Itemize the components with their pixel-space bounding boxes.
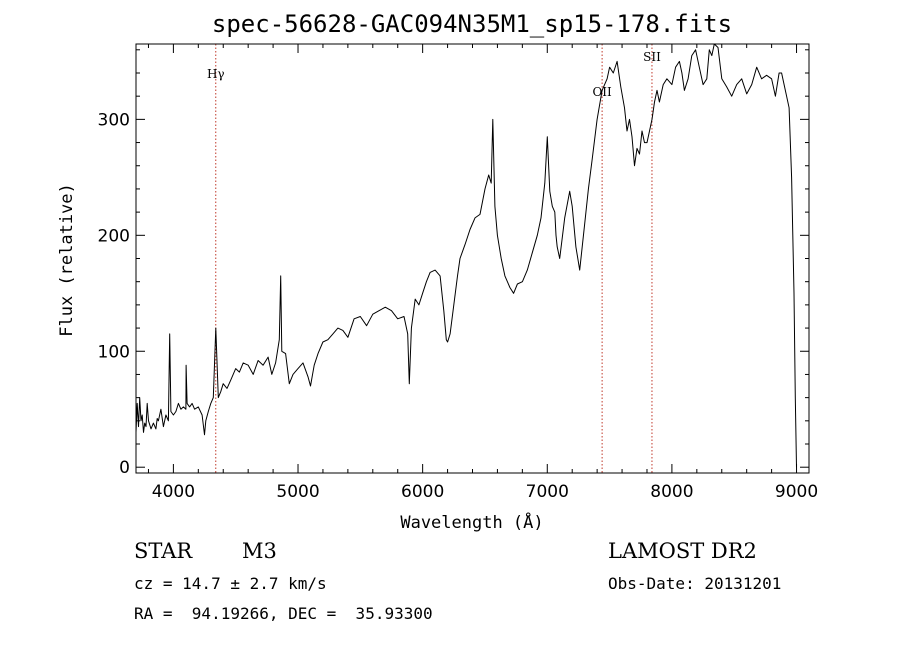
spectral-line-label: Hγ xyxy=(207,67,225,81)
coordinates: RA = 94.19266, DEC = 35.93300 xyxy=(134,604,433,623)
chart-title: spec-56628-GAC094N35M1_sp15-178.fits xyxy=(212,10,732,38)
y-tick-label: 100 xyxy=(98,342,130,362)
spectrum-series xyxy=(135,43,797,468)
x-axis-label: Wavelength (Å) xyxy=(400,511,543,533)
survey-name: LAMOST DR2 xyxy=(608,539,757,563)
x-tick-label: 8000 xyxy=(650,482,693,502)
object-type: STAR xyxy=(134,539,193,563)
spectrum-line xyxy=(135,43,797,468)
x-tick-label: 6000 xyxy=(401,482,444,502)
spectral-subclass: M3 xyxy=(242,539,277,563)
redshift-velocity: cz = 14.7 ± 2.7 km/s xyxy=(134,574,327,593)
x-tick-label: 4000 xyxy=(152,482,195,502)
spectral-line-label: SII xyxy=(643,50,661,64)
plot-frame xyxy=(135,43,810,474)
y-axis-ticks: 0 100 200 300 xyxy=(98,49,809,478)
y-tick-label: 200 xyxy=(98,226,130,246)
y-tick-label: 0 xyxy=(119,458,130,478)
y-axis-label: Flux (relative) xyxy=(57,183,77,337)
x-axis-ticks: 4000 5000 6000 7000 8000 9000 xyxy=(147,44,818,502)
y-tick-label: 300 xyxy=(98,110,130,130)
observation-date: Obs-Date: 20131201 xyxy=(608,574,782,593)
x-tick-label: 9000 xyxy=(775,482,818,502)
x-tick-label: 7000 xyxy=(526,482,569,502)
x-tick-label: 5000 xyxy=(276,482,319,502)
